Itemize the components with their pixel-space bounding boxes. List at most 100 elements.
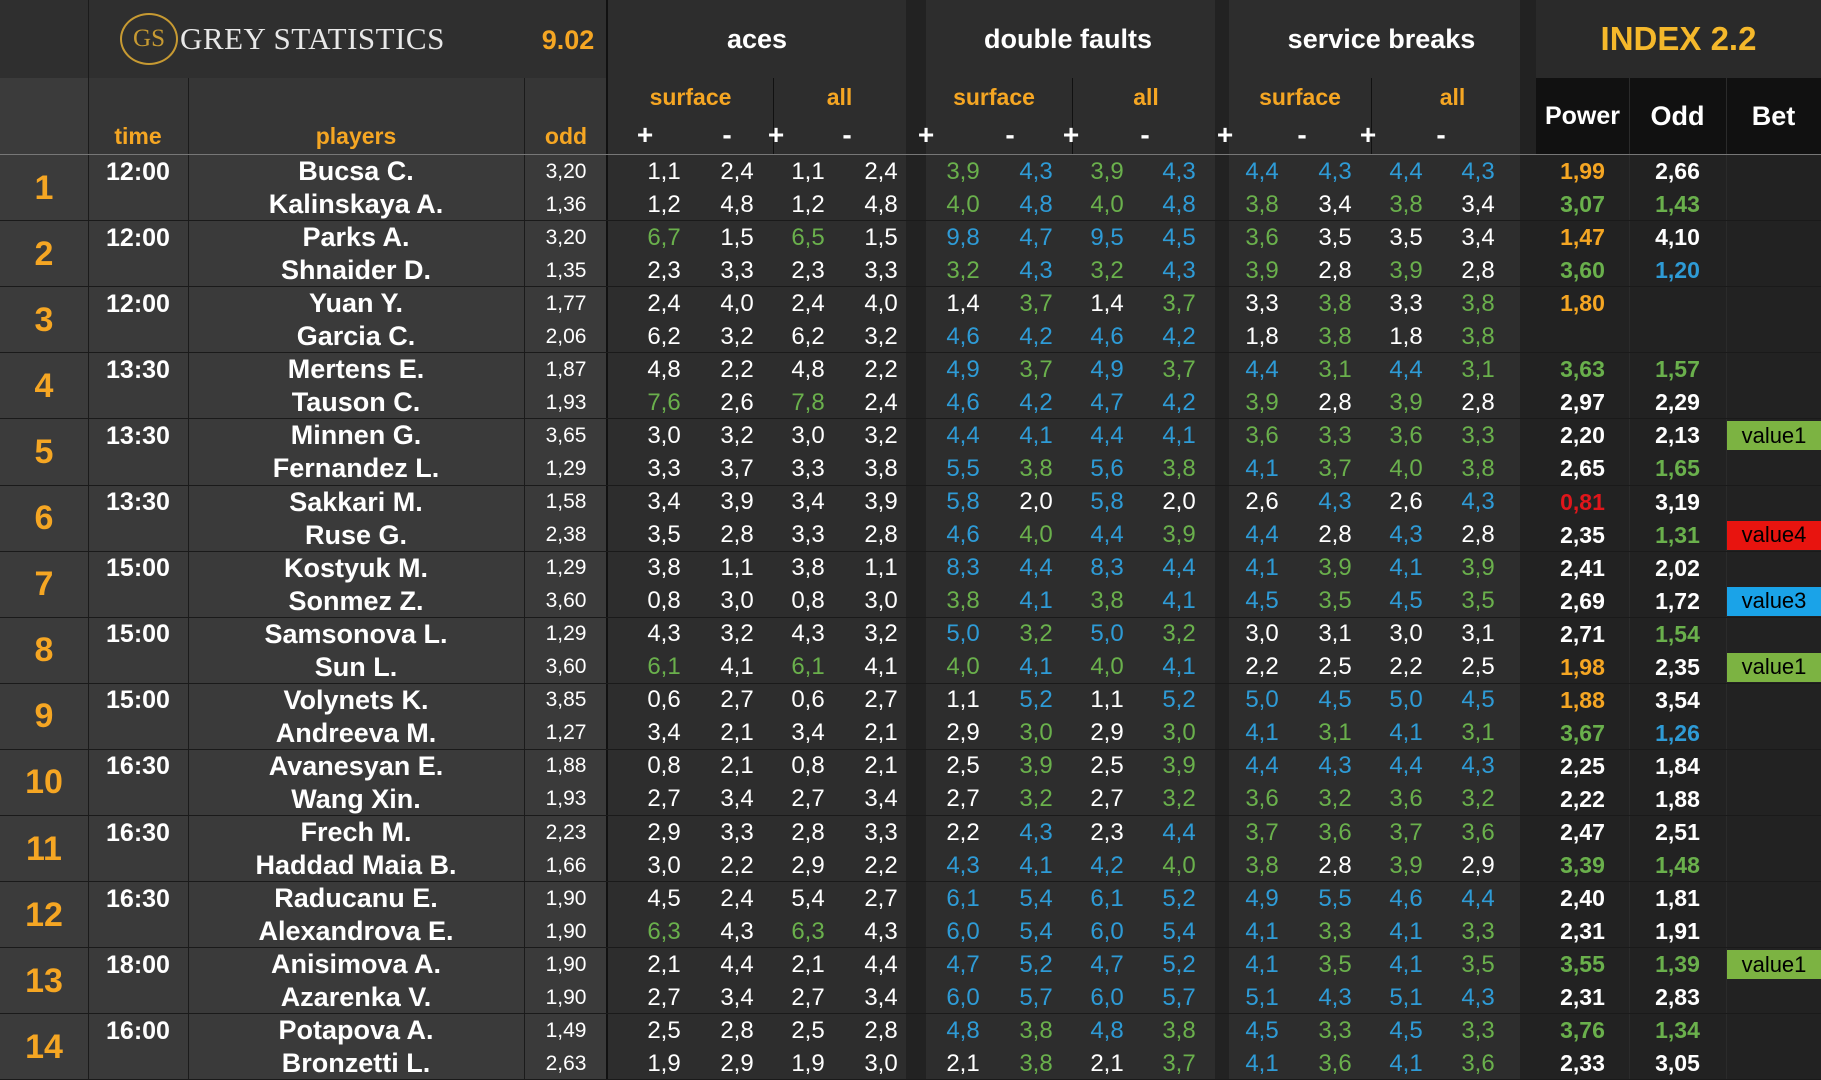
stat-value: 2,3 xyxy=(791,256,825,284)
minus-header: - xyxy=(1140,119,1150,150)
column-divider xyxy=(606,0,608,1080)
stat-value: 6,1 xyxy=(647,653,681,681)
power-value: 1,47 xyxy=(1560,224,1605,251)
stat-value: 4,0 xyxy=(1019,521,1053,548)
stat-value: 1,1 xyxy=(946,686,980,714)
column-divider xyxy=(914,0,926,1080)
odd2-value: 1,48 xyxy=(1655,852,1700,878)
index-title-bar xyxy=(1536,0,1821,78)
stat-value: 3,8 xyxy=(791,554,825,582)
player-name: Ruse G. xyxy=(304,519,408,550)
power-value xyxy=(1536,320,1629,353)
stat-value: 6,3 xyxy=(647,917,681,945)
stat-value: 4,6 xyxy=(1090,322,1124,350)
stat-value: 4,3 xyxy=(864,917,898,945)
stat-value: 5,0 xyxy=(1245,686,1279,714)
stat-value: 3,2 xyxy=(1019,620,1053,648)
match-number: 5 xyxy=(34,432,54,471)
stat-value: 4,1 xyxy=(1019,587,1053,615)
stat-value: 3,9 xyxy=(1090,157,1124,185)
stat-value: 2,3 xyxy=(647,256,681,284)
stat-value: 3,4 xyxy=(1461,223,1495,251)
stat-value: 3,2 xyxy=(1318,785,1352,813)
match-time: 12:00 xyxy=(106,289,170,318)
stat-value: 5,1 xyxy=(1245,983,1279,1011)
power-value: 1,88 xyxy=(1560,686,1605,713)
stat-value: 3,2 xyxy=(1162,620,1196,648)
stat-value: 2,5 xyxy=(1090,752,1124,780)
stat-value: 3,8 xyxy=(1461,454,1495,482)
stat-value: 4,8 xyxy=(864,190,898,218)
stat-value: 2,2 xyxy=(1389,653,1423,681)
match-number: 13 xyxy=(25,961,63,1000)
stat-value: 4,4 xyxy=(1389,157,1423,185)
stat-value: 5,2 xyxy=(1019,950,1053,978)
player-name: Frech M. xyxy=(300,817,412,847)
stat-value: 3,9 xyxy=(1461,554,1495,582)
row-divider xyxy=(0,484,1821,486)
stat-value: 3,6 xyxy=(1318,818,1352,846)
stat-value: 3,9 xyxy=(720,488,754,515)
stat-value: 2,8 xyxy=(791,818,825,846)
stat-value: 4,7 xyxy=(1090,950,1124,978)
stat-value: 3,4 xyxy=(720,983,754,1011)
stat-value: 4,6 xyxy=(946,322,980,350)
stat-value: 3,8 xyxy=(1162,1016,1196,1044)
stat-value: 3,8 xyxy=(1019,1049,1053,1077)
stat-value: 4,3 xyxy=(791,620,825,648)
player-name: Haddad Maia B. xyxy=(255,850,457,880)
stat-value: 2,1 xyxy=(791,950,825,978)
stat-value: 4,8 xyxy=(1019,190,1053,218)
stat-value: 4,4 xyxy=(1245,157,1279,185)
stat-value: 5,4 xyxy=(1019,917,1053,945)
stat-value: 4,1 xyxy=(1162,421,1196,449)
stat-value: 4,3 xyxy=(1318,752,1352,780)
stat-value: 4,4 xyxy=(864,950,898,978)
stat-value: 3,4 xyxy=(720,785,754,813)
minus-header: - xyxy=(842,119,852,150)
stat-value: 3,0 xyxy=(791,421,825,449)
player-odd: 2,23 xyxy=(545,820,587,844)
stat-value: 6,5 xyxy=(791,223,825,251)
stat-value: 3,7 xyxy=(1162,355,1196,383)
stat-value: 4,4 xyxy=(1162,554,1196,582)
stat-value: 4,9 xyxy=(1245,884,1279,912)
player-odd: 2,63 xyxy=(545,1051,587,1075)
match-number: 4 xyxy=(34,366,54,405)
odd2-value: 2,66 xyxy=(1655,158,1700,184)
player-name: Raducanu E. xyxy=(274,883,438,914)
power-value: 1,98 xyxy=(1560,653,1605,680)
sub-header-surface: surface xyxy=(649,83,732,110)
stat-value: 3,8 xyxy=(864,454,898,482)
stat-value: 4,2 xyxy=(1162,388,1196,416)
match-time: 16:30 xyxy=(106,884,170,913)
row-divider xyxy=(0,550,1821,552)
stat-value: 2,1 xyxy=(647,950,681,978)
column-divider xyxy=(1371,78,1372,154)
stat-value: 3,6 xyxy=(1245,785,1279,813)
player-odd: 1,29 xyxy=(545,456,587,480)
stat-value: 2,2 xyxy=(946,818,980,846)
stat-value: 2,4 xyxy=(864,157,898,185)
stat-value: 3,3 xyxy=(1245,289,1279,317)
stat-value: 5,7 xyxy=(1162,983,1196,1011)
stat-value: 4,3 xyxy=(1461,488,1495,515)
stat-value: 2,5 xyxy=(791,1016,825,1044)
bet-badge: value1 xyxy=(1727,950,1821,980)
odd2-value: 1,39 xyxy=(1655,951,1700,978)
stat-value: 3,4 xyxy=(791,719,825,747)
player-name: Avanesyan E. xyxy=(268,750,444,781)
stat-value: 4,5 xyxy=(1245,1016,1279,1044)
index-header xyxy=(1536,78,1821,154)
stat-value: 3,8 xyxy=(1090,587,1124,615)
stat-value: 2,4 xyxy=(791,289,825,317)
stat-value: 2,8 xyxy=(720,1016,754,1044)
stat-value: 2,1 xyxy=(720,752,754,780)
power-value: 2,31 xyxy=(1560,918,1605,945)
stat-value: 0,8 xyxy=(791,587,825,615)
stat-value: 4,3 xyxy=(1318,157,1352,185)
stat-value: 2,5 xyxy=(1461,653,1495,681)
player-name: Sun L. xyxy=(314,651,398,682)
stat-value: 4,5 xyxy=(1318,686,1352,714)
stat-value: 4,5 xyxy=(1162,223,1196,251)
